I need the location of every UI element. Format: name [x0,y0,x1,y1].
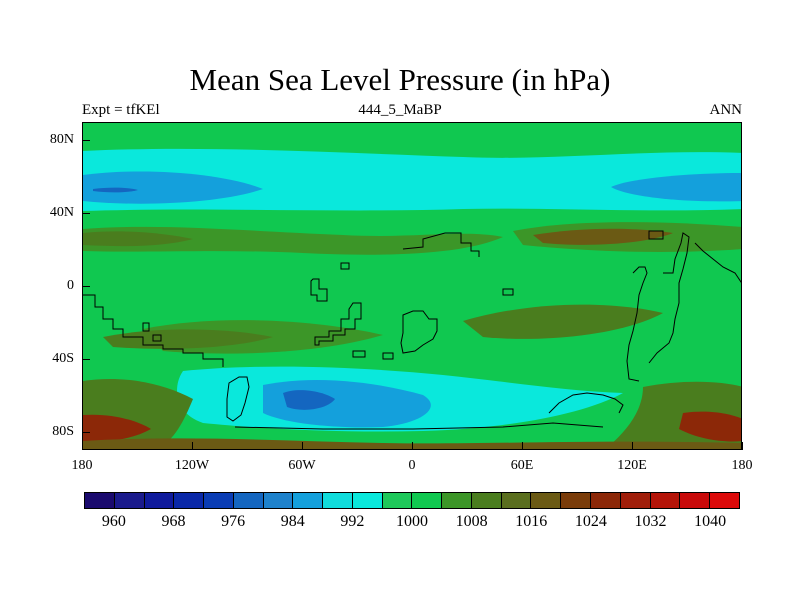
experiment-label: Expt = tfKEl [82,102,160,118]
nh-ridge-atlantic-core [533,228,673,245]
lat-tick-label: 0 [67,278,74,293]
colorbar-box [442,493,472,508]
colorbar-label: 976 [221,513,246,530]
colorbar-box [650,493,681,508]
colorbar-box [710,493,739,508]
north-low-atlantic [611,173,741,202]
lat-tick-label: 80S [52,423,74,439]
colorbar-label: 1032 [634,513,667,530]
lon-tick-label: 120E [617,458,647,473]
colorbar-box [263,493,294,508]
lon-tick-label: 60E [510,458,534,473]
lon-tick [412,442,413,450]
colorbar-box [531,493,562,508]
lat-tick-label: 80N [49,132,74,148]
contour-field [83,123,741,449]
colorbar-label: 1040 [694,513,727,530]
colorbar-box [471,493,502,508]
lat-tick [82,286,90,287]
lat-tick-label: 40S [52,350,74,366]
lon-tick [632,442,633,450]
colorbar [84,492,740,509]
lon-tick [742,442,743,450]
colorbar-box [680,493,711,508]
colorbar-label: 1000 [396,513,428,530]
north-low-pacific [83,171,263,204]
nh-ridge-pacific-core [83,231,193,247]
colorbar-box [85,493,115,508]
sh-rim-west-core [83,414,151,442]
lon-tick [82,442,83,450]
colorbar-box [144,493,175,508]
map-title: Mean Sea Level Pressure (in hPa) [189,62,611,97]
lat-tick [82,358,90,360]
colorbar-box [114,493,145,508]
antarctic-low-core [283,390,335,410]
colorbar-box [591,493,621,508]
colorbar-box [352,493,383,508]
colorbar-label: 960 [101,513,126,530]
lon-tick-label: 60W [288,458,316,473]
sh-ridge-west [103,329,273,349]
period-label: 444_5_MaBP [358,102,442,118]
nh-ridge-pacific [83,226,503,255]
colorbar-label: 1024 [574,513,607,530]
coastlines [83,230,741,430]
colorbar-box [293,493,324,508]
lon-tick-label: 180 [731,458,753,473]
season-label: ANN [709,102,743,118]
colorbar-box [412,493,443,508]
north-low-band [83,148,741,211]
north-low-pacific-core [93,187,138,193]
lon-tick-label: 120W [174,458,210,473]
sh-ridge-east [463,304,663,339]
lat-tick-label: 40N [49,205,74,221]
colorbar-box [561,493,592,508]
pressure-map [82,122,742,450]
lon-tick [192,442,193,450]
colorbar-box [620,493,651,508]
colorbar-box [382,493,413,508]
colorbar-label: 968 [161,513,186,530]
colorbar-box [323,493,353,508]
lon-tick-label: 180 [71,458,93,473]
colorbar-label: 1008 [455,513,488,530]
lat-tick [82,140,90,142]
colorbar-label: 984 [280,513,305,530]
lon-tick [522,442,523,450]
lat-tick [82,213,90,215]
colorbar-box [204,493,234,508]
lon-tick-label: 0 [408,458,416,473]
colorbar-box [233,493,264,508]
colorbar-box [501,493,532,508]
colorbar-box [174,493,205,508]
colorbar-label: 1016 [515,513,548,530]
lat-tick [82,431,90,433]
colorbar-label: 992 [340,513,365,530]
lon-tick [302,442,303,450]
sh-rim-east-core [679,411,741,442]
